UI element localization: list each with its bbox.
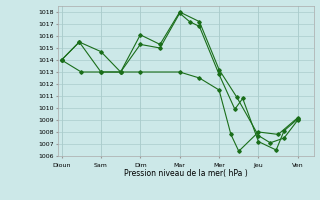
X-axis label: Pression niveau de la mer( hPa ): Pression niveau de la mer( hPa ) — [124, 169, 247, 178]
